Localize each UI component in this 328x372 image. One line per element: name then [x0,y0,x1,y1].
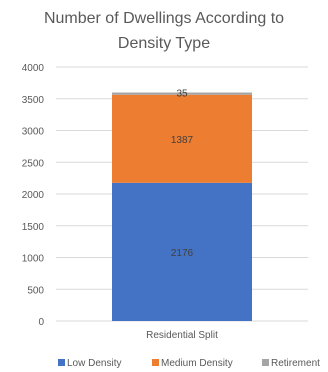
y-tick-label: 2500 [22,158,45,169]
legend-swatch [58,359,65,366]
legend-label: Retirement [271,358,320,369]
y-tick-label: 500 [27,285,44,296]
bar-segment [112,182,252,321]
data-label: 35 [176,89,188,100]
y-axis: 0 500 1000 1500 2000 2500 3000 3500 4000 [22,63,45,328]
legend-label: Medium Density [161,358,233,369]
y-tick-label: 4000 [22,63,45,74]
y-tick-label: 3500 [22,95,45,106]
bar-segment [112,94,252,183]
legend-swatch [152,359,159,366]
y-tick-label: 0 [38,317,44,328]
legend-swatch [262,359,269,366]
x-category-label: Residential Split [146,330,218,341]
bar-segment [112,92,252,95]
chart-title-line-2: Density Type [118,35,210,52]
y-tick-label: 1000 [22,254,45,265]
x-axis: Residential Split [146,330,218,341]
legend-label: Low Density [67,358,121,369]
y-tick-label: 1500 [22,222,45,233]
bars: 2176 1387 35 [112,89,252,321]
data-label: 1387 [171,135,194,146]
data-label: 2176 [171,248,194,259]
legend: Low Density Medium Density Retirement [58,358,320,369]
y-tick-label: 2000 [22,190,45,201]
y-tick-label: 3000 [22,127,45,138]
chart-title-line-1: Number of Dwellings According to [44,10,284,27]
